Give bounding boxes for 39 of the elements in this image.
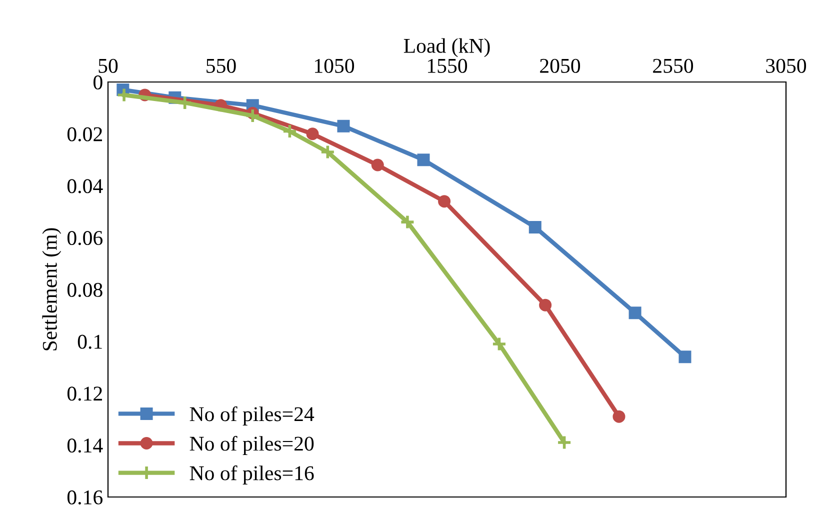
y-tick-label: 0.04 — [67, 179, 103, 194]
point — [320, 144, 336, 160]
x-tick-label: 50 — [98, 58, 118, 73]
x-tick-label: 550 — [206, 58, 236, 73]
x-tick-label: 2550 — [653, 58, 694, 73]
point — [245, 108, 260, 124]
y-tick-label: 0.14 — [67, 438, 103, 453]
point — [628, 306, 642, 320]
y-tick-label: 0.16 — [67, 490, 103, 505]
x-tick-label: 1050 — [315, 58, 354, 73]
point — [528, 221, 542, 234]
x-tick-label: 2050 — [540, 58, 580, 73]
legend-label: No of piles=20 — [190, 436, 314, 455]
x-tick-label: 3050 — [766, 58, 806, 73]
point — [492, 336, 507, 352]
point — [556, 434, 572, 450]
y-tick-label: 0.08 — [67, 282, 102, 298]
point — [282, 124, 298, 139]
y-tick-label: 0.06 — [67, 231, 103, 246]
point — [400, 214, 416, 230]
point — [417, 154, 430, 166]
x-axis-title: Load (kN) — [404, 38, 490, 58]
y-tick-label: 0 — [94, 75, 102, 90]
y-axis-title: Settlement (m) — [42, 228, 62, 350]
y-tick-label: 0.12 — [67, 386, 102, 401]
point — [337, 120, 350, 132]
point — [177, 95, 192, 110]
legend-label: No of piles=16 — [190, 465, 314, 484]
x-tick-label: 1550 — [428, 58, 468, 73]
y-tick-label: 0.02 — [67, 127, 102, 142]
point — [116, 87, 132, 103]
y-tick-label: 0.1 — [78, 334, 102, 349]
point — [306, 128, 319, 140]
legend-label: No of piles=24 — [190, 406, 314, 426]
point — [539, 298, 552, 312]
point — [371, 158, 384, 172]
point — [438, 195, 451, 208]
point — [678, 350, 692, 364]
point — [612, 410, 626, 423]
